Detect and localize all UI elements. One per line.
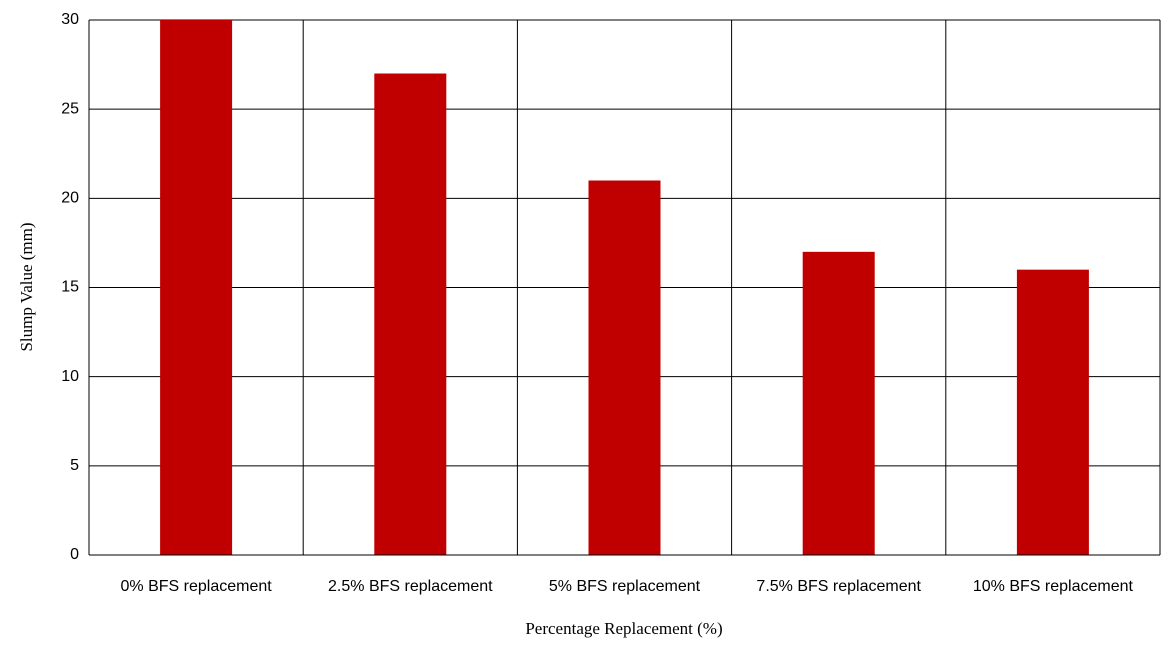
bar — [160, 20, 233, 555]
bar — [374, 73, 447, 555]
y-tick-label: 10 — [61, 368, 79, 385]
x-tick-label: 0% BFS replacement — [121, 578, 273, 595]
bar — [802, 251, 875, 556]
bar — [588, 180, 661, 555]
y-tick-label: 15 — [61, 279, 79, 296]
y-tick-label: 5 — [70, 457, 79, 474]
y-tick-label: 0 — [70, 546, 79, 563]
x-tick-label: 2.5% BFS replacement — [328, 578, 493, 595]
x-axis-title: Percentage Replacement (%) — [525, 619, 722, 638]
y-tick-label: 25 — [61, 100, 79, 117]
x-tick-label: 7.5% BFS replacement — [756, 578, 921, 595]
x-tick-label: 10% BFS replacement — [973, 578, 1134, 595]
x-tick-label: 5% BFS replacement — [549, 578, 701, 595]
bar — [1016, 269, 1089, 555]
y-tick-label: 30 — [61, 11, 79, 28]
y-axis-title: Slump Value (mm) — [17, 222, 36, 351]
y-tick-label: 20 — [61, 190, 79, 207]
